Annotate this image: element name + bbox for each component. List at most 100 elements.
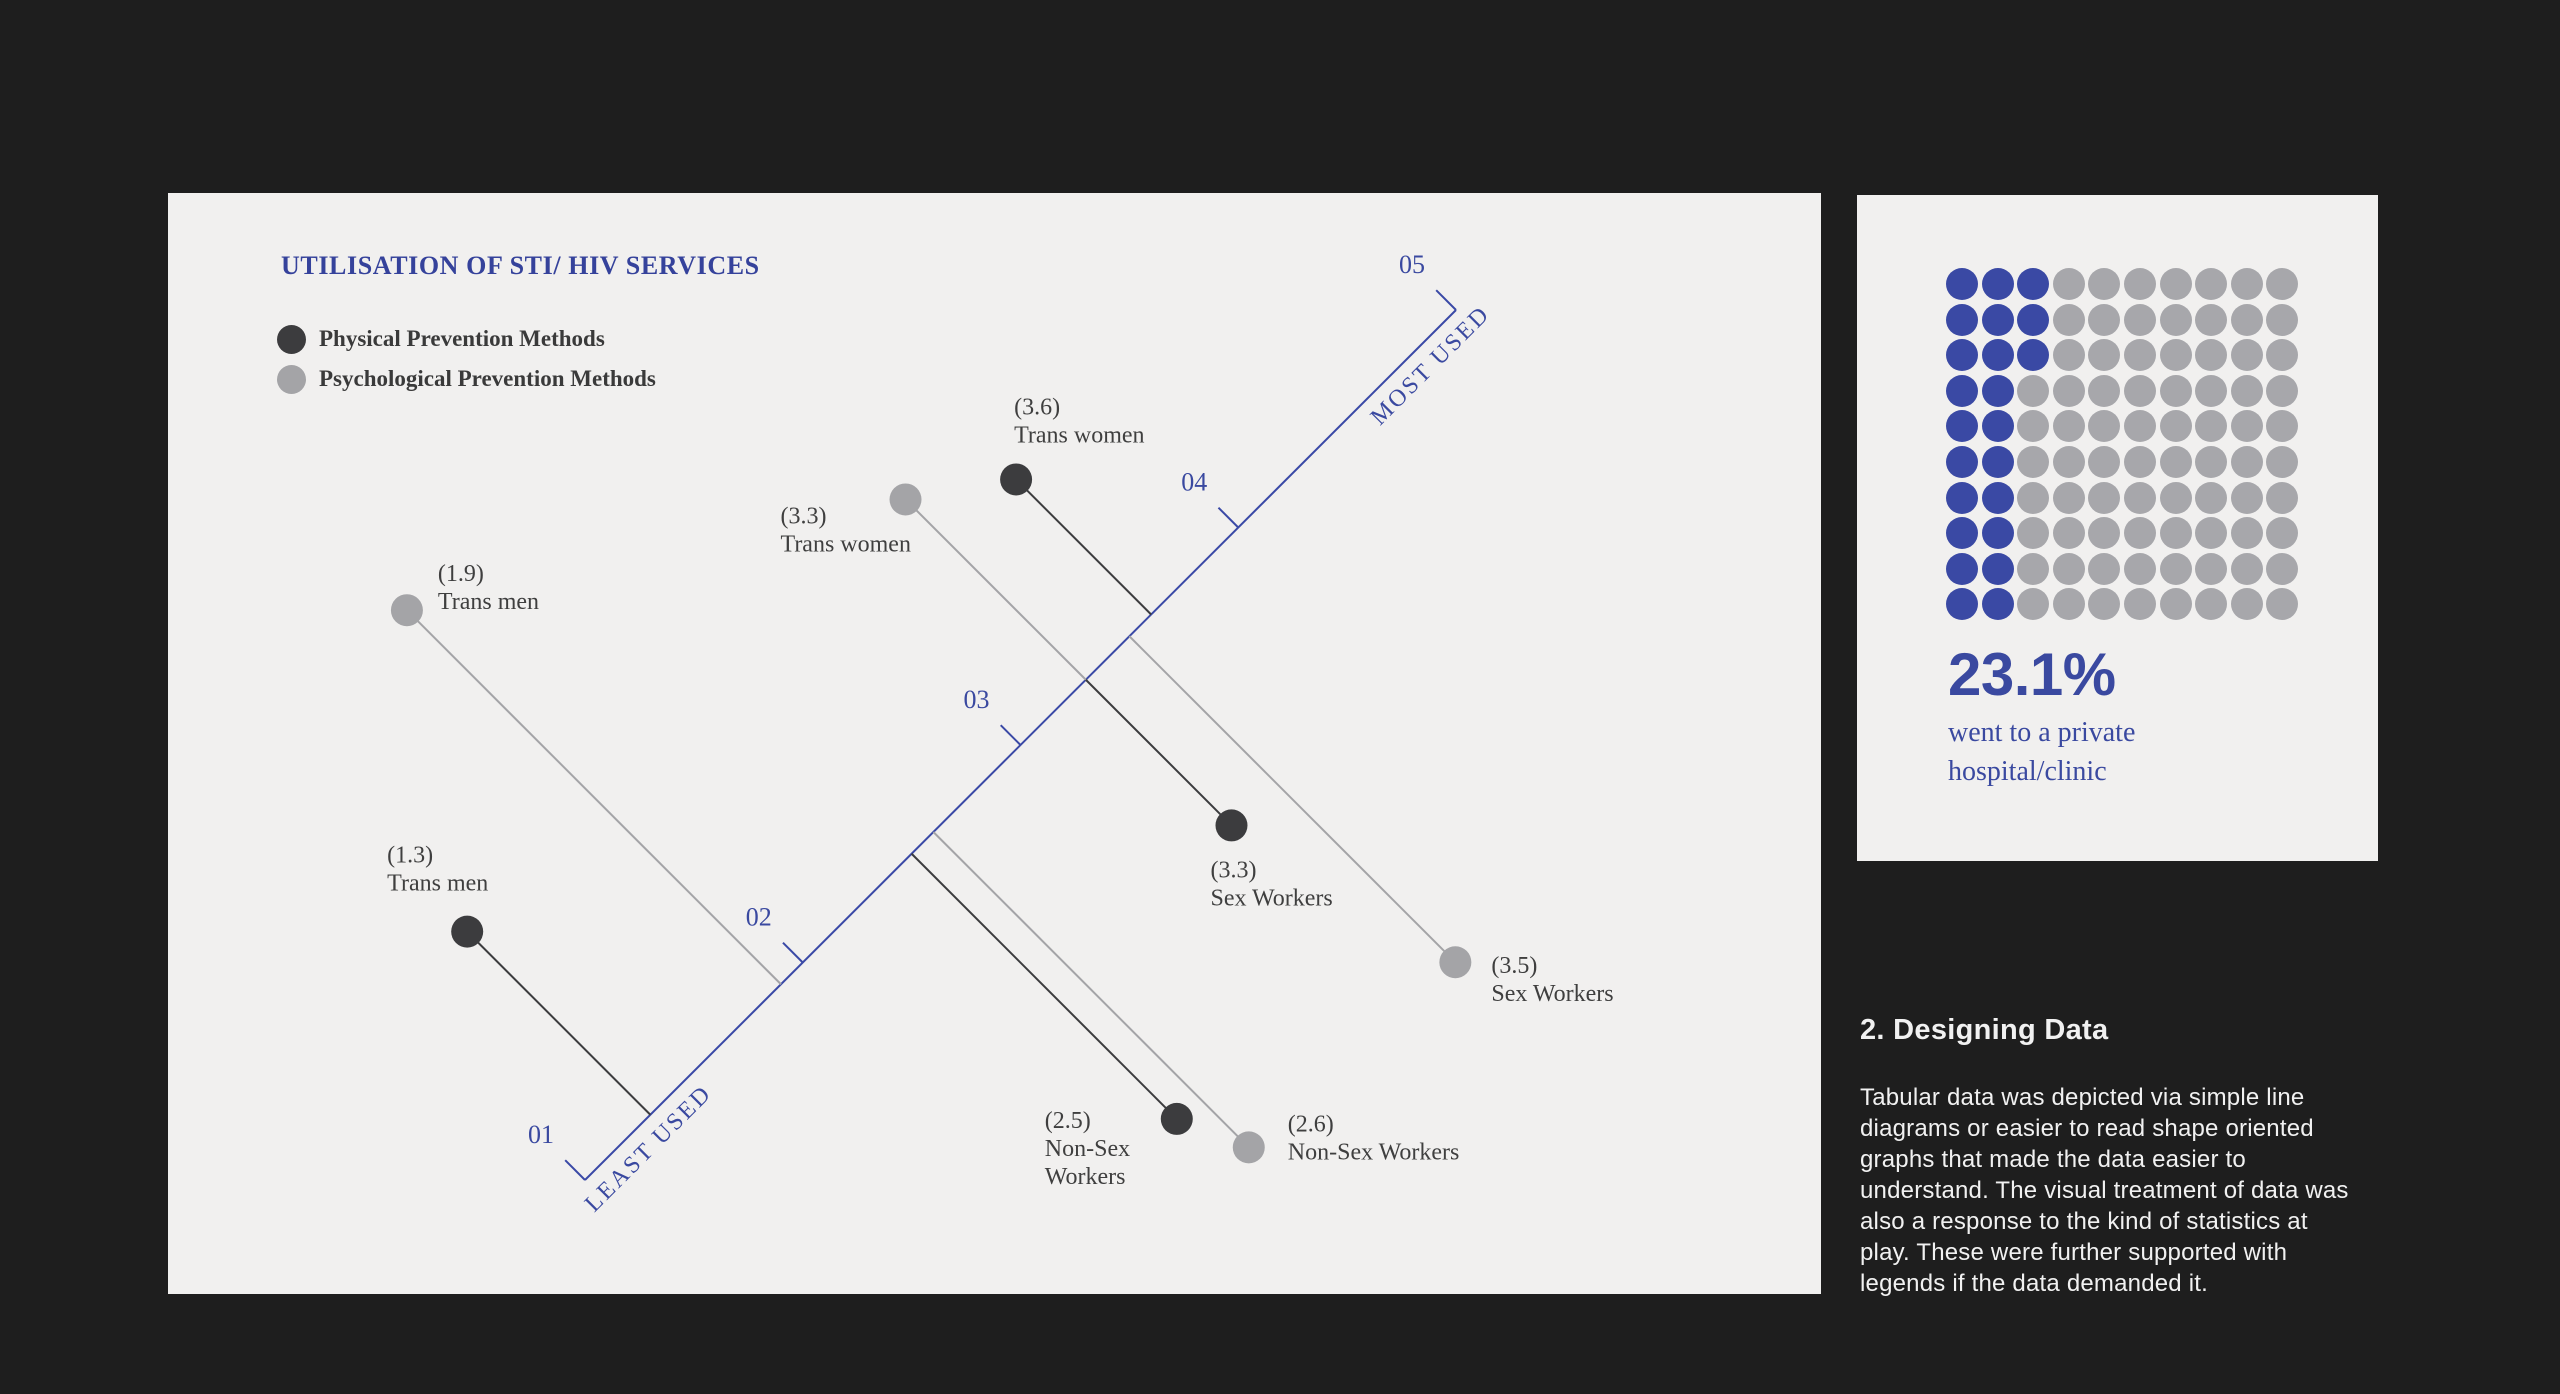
- axis-max-label: MOST USED: [1366, 301, 1496, 431]
- waffle-dot-empty: [2123, 303, 2156, 336]
- point-connector: [1015, 478, 1152, 616]
- waffle-dot-empty: [2195, 481, 2228, 514]
- waffle-dot-empty: [2052, 517, 2085, 550]
- waffle-dot-empty: [2266, 517, 2299, 550]
- waffle-dot-empty: [2052, 303, 2085, 336]
- waffle-dot-filled: [2017, 268, 2050, 300]
- waffle-dot-filled: [1981, 303, 2014, 336]
- axis-tick: [1217, 506, 1239, 529]
- point-label: Workers: [1045, 1164, 1126, 1190]
- waffle-dot-empty: [2123, 268, 2156, 300]
- waffle-dot-empty: [2159, 445, 2192, 478]
- waffle-dot-empty: [2017, 517, 2050, 550]
- waffle-dot-filled: [1981, 268, 2014, 300]
- waffle-dot-empty: [2123, 588, 2156, 621]
- waffle-dot-empty: [2017, 552, 2050, 585]
- point-label: Non-Sex Workers: [1288, 1139, 1460, 1165]
- waffle-dot-empty: [2195, 517, 2228, 550]
- waffle-dot-empty: [2159, 552, 2192, 585]
- waffle-dot-empty: [2088, 303, 2121, 336]
- waffle-dot-empty: [2052, 410, 2085, 443]
- physical-methods-dot-icon: [277, 324, 306, 354]
- waffle-dot-empty: [2230, 517, 2263, 550]
- waffle-dot-empty: [2195, 303, 2228, 336]
- axis-tick-label: 03: [964, 685, 990, 714]
- waffle-dot-empty: [2230, 374, 2263, 407]
- waffle-dot-filled: [1946, 268, 1978, 300]
- waffle-dot-empty: [2266, 268, 2299, 300]
- waffle-dot-filled: [1946, 481, 1978, 514]
- point-label: (2.6): [1288, 1111, 1334, 1137]
- notes-paragraph: Tabular data was depicted via simple lin…: [1860, 1084, 2349, 1297]
- waffle-dot-empty: [2052, 588, 2085, 621]
- stat-value: 23.1%: [1948, 641, 2116, 708]
- legend-item-physical: Physical Prevention Methods: [277, 319, 656, 359]
- waffle-dot-empty: [2123, 481, 2156, 514]
- point-label: (2.5): [1045, 1108, 1091, 1134]
- point-label: Sex Workers: [1491, 981, 1613, 1007]
- waffle-dot-empty: [2159, 339, 2192, 372]
- waffle-dot-empty: [2088, 268, 2121, 300]
- waffle-dot-empty: [2017, 588, 2050, 621]
- waffle-dot-empty: [2266, 339, 2299, 372]
- waffle-dot-empty: [2123, 410, 2156, 443]
- waffle-dot-empty: [2195, 445, 2228, 478]
- data-point-physical: [1000, 463, 1033, 496]
- point-label: (3.5): [1491, 953, 1537, 979]
- point-label: Trans men: [438, 589, 539, 615]
- axis-tick-label: 05: [1399, 250, 1425, 279]
- waffle-dot-empty: [2052, 552, 2085, 585]
- waffle-dot-empty: [2195, 552, 2228, 585]
- axis-tick: [782, 941, 804, 964]
- waffle-dot-empty: [2088, 517, 2121, 550]
- utilisation-chart-panel: UTILISATION OF STI/ HIV SERVICES Physica…: [168, 193, 1821, 1294]
- waffle-dot-empty: [2159, 481, 2192, 514]
- point-connector: [1085, 679, 1233, 827]
- legend-label: Psychological Prevention Methods: [319, 366, 656, 391]
- waffle-dot-empty: [2123, 517, 2156, 550]
- point-label: (1.3): [387, 843, 433, 869]
- chart-title: UTILISATION OF STI/ HIV SERVICES: [281, 251, 760, 280]
- waffle-dot-empty: [2230, 481, 2263, 514]
- waffle-dot-empty: [2088, 481, 2121, 514]
- waffle-dot-filled: [1946, 410, 1978, 443]
- axis-tick: [1435, 289, 1457, 311]
- waffle-dot-empty: [2159, 410, 2192, 443]
- waffle-dot-filled: [1981, 588, 2014, 621]
- point-label: (3.3): [781, 503, 827, 529]
- waffle-dot-empty: [2017, 481, 2050, 514]
- waffle-dot-empty: [2266, 588, 2299, 621]
- waffle-dot-empty: [2266, 410, 2299, 443]
- waffle-dot-filled: [1946, 588, 1978, 621]
- psychological-methods-dot-icon: [277, 364, 306, 394]
- waffle-dot-empty: [2052, 268, 2085, 300]
- point-connector: [466, 930, 652, 1116]
- waffle-dot-empty: [2266, 552, 2299, 585]
- axis-tick-label: 04: [1181, 468, 1207, 497]
- waffle-dot-empty: [2230, 303, 2263, 336]
- waffle-dot-empty: [2088, 588, 2121, 621]
- waffle-dot-empty: [2052, 481, 2085, 514]
- waffle-dot-empty: [2123, 339, 2156, 372]
- waffle-dot-empty: [2088, 410, 2121, 443]
- waffle-dot-empty: [2266, 481, 2299, 514]
- waffle-dot-filled: [1981, 374, 2014, 407]
- waffle-dot-filled: [1946, 303, 1978, 336]
- axis-tick: [564, 1159, 586, 1181]
- waffle-dot-empty: [2123, 552, 2156, 585]
- waffle-dot-empty: [2017, 445, 2050, 478]
- waffle-dot-empty: [2266, 303, 2299, 336]
- waffle-dot-empty: [2266, 374, 2299, 407]
- point-label: Non-Sex: [1045, 1136, 1130, 1162]
- chart-legend: Physical Prevention Methods Psychologica…: [277, 319, 656, 399]
- data-point-psychological: [1439, 946, 1472, 979]
- waffle-dot-empty: [2159, 588, 2192, 621]
- waffle-dot-empty: [2230, 552, 2263, 585]
- point-label: (1.9): [438, 561, 484, 587]
- legend-label: Physical Prevention Methods: [319, 326, 605, 351]
- waffle-dot-filled: [1981, 552, 2014, 585]
- point-label: Trans women: [1014, 422, 1144, 448]
- waffle-dot-empty: [2266, 445, 2299, 478]
- point-label: Sex Workers: [1210, 885, 1332, 911]
- legend-item-psychological: Psychological Prevention Methods: [277, 359, 656, 399]
